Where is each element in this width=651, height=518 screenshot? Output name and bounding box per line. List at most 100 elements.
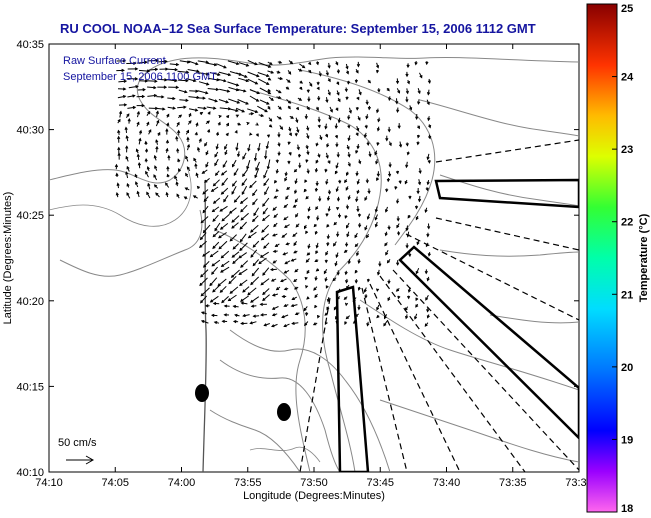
current-vector-head bbox=[270, 278, 275, 282]
current-vector-head bbox=[155, 145, 159, 150]
current-vector-head bbox=[250, 254, 254, 258]
current-vector-head bbox=[343, 249, 348, 253]
current-vector-head bbox=[215, 146, 219, 150]
current-vector-head bbox=[161, 95, 165, 99]
current-vector bbox=[232, 243, 239, 250]
mooring-marker-west bbox=[195, 384, 209, 402]
current-vector bbox=[240, 212, 249, 221]
current-vector-head bbox=[375, 161, 379, 165]
current-vector-head bbox=[166, 113, 170, 117]
current-vector-head bbox=[174, 67, 179, 72]
current-vector-head bbox=[234, 313, 238, 317]
current-vector-head bbox=[299, 86, 303, 91]
current-vector-head bbox=[200, 293, 204, 297]
current-vector-head bbox=[407, 289, 411, 293]
current-vector bbox=[240, 204, 248, 213]
current-vector-head bbox=[405, 73, 409, 78]
current-vector-head bbox=[327, 208, 331, 212]
current-vector-head bbox=[205, 91, 209, 95]
current-vector-head bbox=[172, 106, 177, 110]
current-vector-head bbox=[354, 270, 358, 274]
current-vector-head bbox=[226, 89, 231, 93]
current-vector-head bbox=[281, 234, 285, 238]
current-vector-head bbox=[148, 129, 152, 133]
current-vector bbox=[240, 260, 249, 268]
current-vector-head bbox=[239, 239, 243, 243]
current-vector-head bbox=[263, 323, 267, 327]
current-vector-head bbox=[305, 230, 309, 235]
current-vector-head bbox=[250, 281, 254, 286]
current-vector-head bbox=[335, 188, 339, 193]
current-vector-head bbox=[299, 80, 304, 84]
current-vector-head bbox=[239, 226, 243, 230]
current-vector-head bbox=[304, 225, 307, 230]
current-vector bbox=[258, 257, 267, 264]
legend-line2: September 15, 2006 1100 GMT bbox=[63, 71, 217, 83]
current-vector-head bbox=[269, 61, 273, 65]
current-vector bbox=[147, 94, 157, 97]
current-vector bbox=[238, 62, 249, 67]
current-vector-head bbox=[345, 187, 349, 191]
current-vector-head bbox=[235, 83, 240, 87]
current-vector-head bbox=[306, 89, 310, 94]
current-vector-head bbox=[325, 155, 329, 159]
current-vector bbox=[249, 95, 259, 102]
current-vector-head bbox=[241, 191, 245, 195]
current-vector-head bbox=[306, 216, 311, 220]
current-vector-head bbox=[240, 264, 244, 268]
current-vector-head bbox=[338, 180, 342, 184]
current-vector bbox=[203, 260, 210, 268]
current-vector-head bbox=[282, 252, 286, 256]
current-vector-head bbox=[125, 155, 129, 160]
current-vector-head bbox=[285, 242, 289, 246]
current-vector-head bbox=[205, 151, 209, 156]
current-vector bbox=[262, 288, 270, 295]
current-vector bbox=[259, 99, 270, 105]
current-vector-head bbox=[264, 109, 268, 113]
current-vector-head bbox=[293, 242, 297, 247]
current-vector-head bbox=[132, 94, 136, 98]
current-vector bbox=[241, 185, 248, 195]
colorbar-tick-label: 24 bbox=[621, 72, 634, 84]
current-vector-head bbox=[306, 170, 310, 175]
current-vector-head bbox=[426, 156, 430, 161]
current-vector-head bbox=[283, 287, 288, 291]
current-vector bbox=[202, 205, 209, 213]
current-vector bbox=[252, 215, 259, 222]
current-vector-head bbox=[142, 88, 146, 92]
current-vector-head bbox=[200, 311, 205, 315]
current-vector-head bbox=[263, 182, 267, 187]
current-vector-head bbox=[415, 216, 419, 221]
current-vector bbox=[262, 294, 270, 301]
current-vector bbox=[212, 214, 219, 222]
current-vector-head bbox=[312, 322, 317, 326]
current-vector-head bbox=[175, 62, 180, 67]
x-tick-label: 73:35 bbox=[499, 477, 527, 489]
current-vector-head bbox=[278, 116, 282, 120]
current-vector-head bbox=[396, 224, 400, 229]
current-vector-head bbox=[117, 135, 121, 140]
current-vector-head bbox=[262, 203, 266, 207]
current-vector-head bbox=[271, 313, 276, 317]
colorbar-tick-label: 22 bbox=[621, 217, 633, 229]
current-vector-head bbox=[154, 165, 158, 169]
current-vector-head bbox=[354, 234, 358, 239]
current-vector-head bbox=[356, 127, 360, 132]
current-vector-head bbox=[211, 271, 215, 275]
current-vector-head bbox=[284, 261, 288, 265]
current-vector-head bbox=[212, 289, 216, 293]
current-vector-head bbox=[165, 128, 169, 132]
current-vector-head bbox=[307, 245, 311, 250]
current-vector-head bbox=[241, 109, 246, 113]
current-vector-head bbox=[177, 158, 181, 162]
current-vector bbox=[239, 221, 247, 230]
current-vector bbox=[251, 267, 260, 277]
current-vector-head bbox=[205, 60, 210, 64]
current-vector-head bbox=[125, 145, 129, 149]
current-vector bbox=[179, 99, 188, 101]
current-vector-head bbox=[287, 141, 291, 146]
current-vector-head bbox=[155, 192, 159, 196]
current-vector bbox=[197, 72, 209, 75]
current-vector-head bbox=[326, 224, 330, 228]
current-vector-head bbox=[296, 146, 300, 151]
